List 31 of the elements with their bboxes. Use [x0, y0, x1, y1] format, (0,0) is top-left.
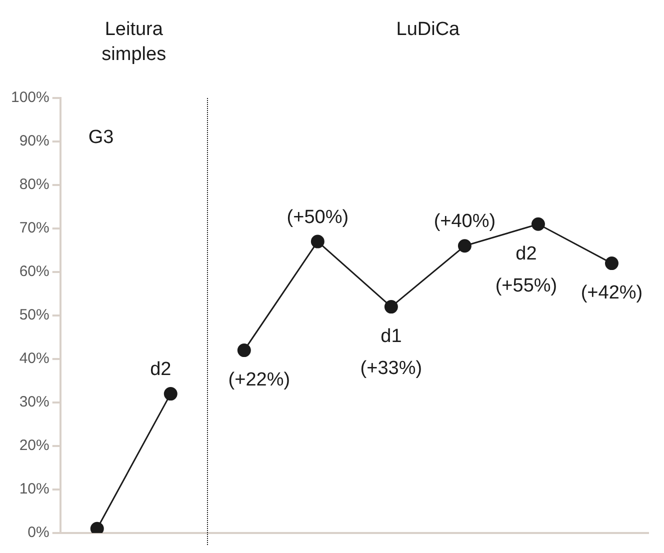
point: [237, 344, 251, 358]
y-tick-label: 10%: [19, 480, 50, 498]
point: [310, 234, 324, 248]
annotation: d2: [516, 243, 537, 264]
point: [604, 256, 618, 270]
y-tick-label: 20%: [19, 437, 50, 454]
y-tick-label: 50%: [19, 306, 50, 324]
annotation: (+42%): [580, 282, 643, 304]
y-tick-label: 80%: [19, 176, 50, 194]
annotation: G3: [88, 127, 114, 148]
y-tick-label: 100%: [10, 89, 50, 106]
y-tick-label: 60%: [19, 263, 50, 280]
text: Leitura simples: [102, 19, 166, 66]
annotation: d2: [150, 359, 172, 380]
point: [458, 239, 472, 253]
annotation: (+33%): [360, 358, 422, 380]
annotation: (+55%): [495, 275, 558, 296]
annotation: (+50%): [286, 206, 349, 228]
annotation: (+22%): [228, 370, 290, 391]
annotation: d1: [380, 326, 402, 348]
y-tick-label: 30%: [19, 394, 50, 411]
point: [164, 387, 178, 401]
point: [531, 217, 545, 231]
point: [90, 522, 104, 533]
text: LuDiCa: [396, 19, 460, 40]
annotation: (+40%): [434, 211, 496, 232]
y-tick-label: 90%: [19, 132, 50, 150]
y-tick-label: 70%: [19, 220, 50, 237]
y-tick-label: 0%: [28, 524, 50, 542]
point: [384, 300, 398, 314]
y-tick-label: 40%: [19, 350, 50, 368]
